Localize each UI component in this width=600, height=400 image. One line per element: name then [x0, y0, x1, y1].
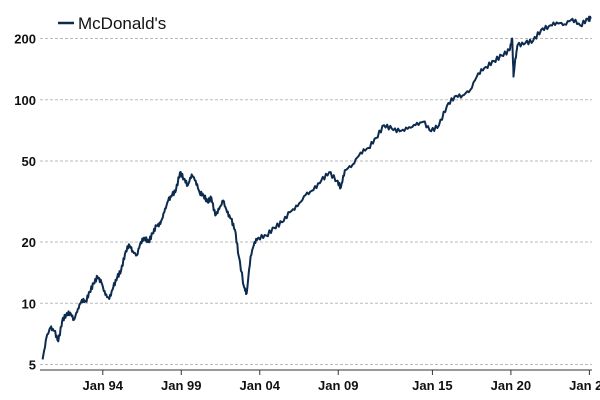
y-axis-ticks: 5 10 20 50 100 200 — [14, 32, 36, 373]
y-tick-label: 200 — [14, 32, 36, 47]
series-line-mcdonalds — [41, 15, 592, 360]
x-axis-ticks: Jan 94 Jan 99 Jan 04 Jan 09 Jan 15 Jan 20 Jan … — [83, 370, 600, 393]
y-tick-label: 50 — [22, 154, 36, 169]
y-tick-label: 20 — [22, 235, 36, 250]
gridlines — [40, 38, 592, 366]
y-tick-label: 5 — [29, 358, 36, 373]
x-tick-label: Jan 99 — [161, 378, 201, 393]
x-tick-label: Jan 20 — [491, 378, 531, 393]
x-tick-label: Jan 09 — [318, 378, 358, 393]
y-tick-label: 10 — [22, 296, 36, 311]
legend-label: McDonald's — [78, 14, 166, 33]
x-tick-label: Jan 04 — [240, 378, 281, 393]
x-tick-label: Jan 15 — [412, 378, 452, 393]
x-tick-label: Jan 25 — [569, 378, 600, 393]
y-tick-label: 100 — [14, 93, 36, 108]
legend: McDonald's — [58, 14, 166, 33]
x-tick-label: Jan 94 — [83, 378, 124, 393]
